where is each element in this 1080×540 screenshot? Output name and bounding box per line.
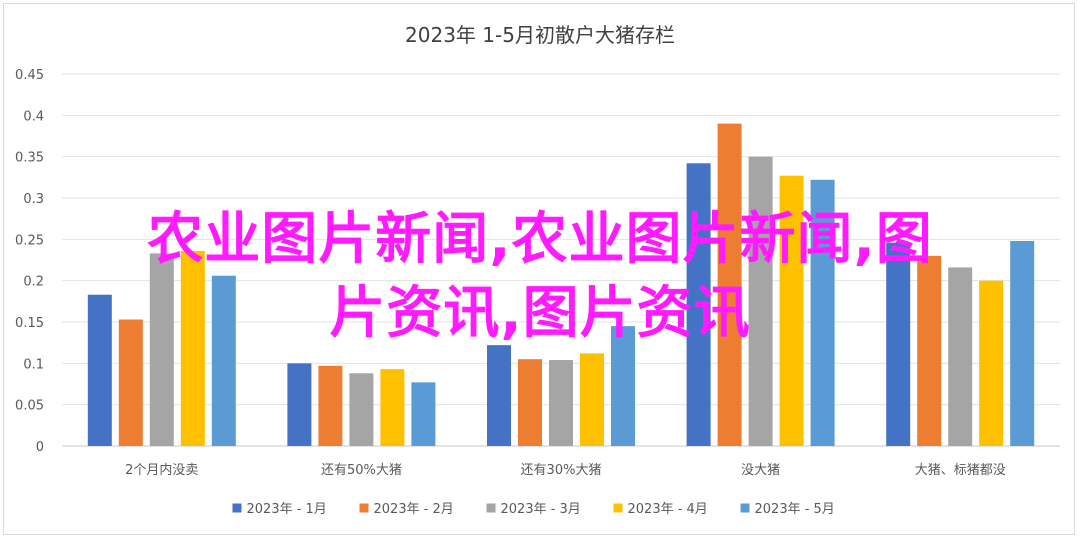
bar xyxy=(810,179,835,446)
chart-title: 2023年 1-5月初散户大猪存栏 xyxy=(405,23,675,47)
bar xyxy=(580,353,604,446)
legend-label: 2023年 - 5月 xyxy=(755,502,835,517)
chart-frame xyxy=(3,3,1075,535)
bar xyxy=(349,373,374,446)
legend-swatch xyxy=(359,503,369,513)
legend-label: 2023年 - 2月 xyxy=(374,502,454,517)
bar xyxy=(380,369,405,446)
legend-swatch xyxy=(613,503,623,513)
bar xyxy=(487,345,511,446)
bar xyxy=(886,242,911,446)
bar xyxy=(518,359,542,446)
bar xyxy=(87,294,112,446)
bar xyxy=(211,275,236,446)
bar xyxy=(118,319,143,446)
bar xyxy=(411,382,436,446)
legend-swatch xyxy=(232,503,242,513)
y-tick-label: 0.3 xyxy=(23,192,44,207)
bar xyxy=(979,280,1004,446)
y-tick-label: 0 xyxy=(36,440,44,455)
bar xyxy=(287,363,312,446)
y-tick-label: 0.25 xyxy=(15,233,44,248)
bar xyxy=(180,250,205,446)
bar xyxy=(318,365,343,446)
bar xyxy=(686,163,711,446)
x-tick-label: 2个月内没卖 xyxy=(125,462,198,478)
x-tick-label: 还有50%大猪 xyxy=(321,463,402,478)
x-tick-label: 还有30%大猪 xyxy=(521,463,602,478)
x-tick-label: 大猪、标猪都没 xyxy=(915,463,1006,478)
legend-label: 2023年 - 1月 xyxy=(247,502,327,517)
bar xyxy=(549,360,573,446)
bar xyxy=(748,156,773,446)
legend-swatch xyxy=(486,503,496,513)
y-tick-label: 0.35 xyxy=(15,151,44,166)
y-tick-label: 0.05 xyxy=(15,399,44,414)
bar xyxy=(1010,240,1035,446)
bar xyxy=(917,255,942,446)
y-tick-label: 0.4 xyxy=(23,109,44,124)
x-tick-label: 没大猪 xyxy=(741,463,780,478)
bar xyxy=(779,175,804,446)
bar xyxy=(611,326,635,446)
bar xyxy=(948,267,973,446)
legend-label: 2023年 - 4月 xyxy=(628,502,708,517)
y-tick-label: 0.45 xyxy=(15,68,44,83)
y-tick-label: 0.1 xyxy=(23,357,44,372)
legend-label: 2023年 - 3月 xyxy=(501,502,581,517)
y-tick-label: 0.15 xyxy=(15,316,44,331)
legend-swatch xyxy=(740,503,750,513)
y-tick-label: 0.2 xyxy=(23,275,44,290)
bar xyxy=(149,253,174,446)
bar xyxy=(717,123,742,446)
